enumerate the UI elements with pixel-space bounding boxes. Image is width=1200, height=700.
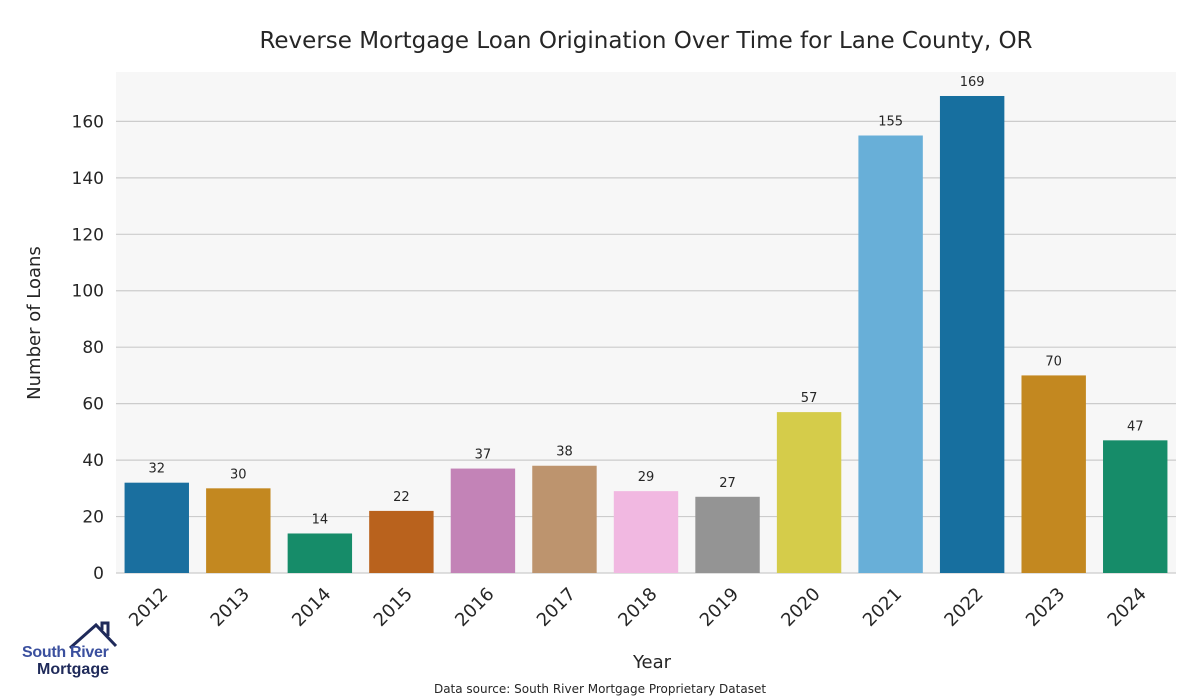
y-tick-label: 120: [72, 225, 104, 245]
x-tick-label: 2018: [614, 584, 661, 631]
data-label: 37: [475, 448, 492, 463]
bar-2024: [1103, 440, 1168, 573]
logo-text-mortgage: Mortgage: [37, 661, 109, 678]
bar-2023: [1021, 375, 1086, 573]
x-tick-label: 2015: [370, 584, 417, 631]
x-tick-label: 2019: [696, 584, 743, 631]
y-axis-label: Number of Loans: [24, 246, 45, 400]
bar-2019: [695, 496, 760, 573]
x-tick-label: 2021: [859, 584, 906, 631]
data-label: 47: [1127, 419, 1144, 434]
y-tick-label: 0: [93, 564, 104, 584]
data-label: 14: [312, 512, 329, 527]
house-roof-icon: [69, 621, 118, 650]
x-tick-label: 2020: [777, 584, 824, 631]
bar-2013: [206, 488, 271, 573]
data-label: 155: [878, 115, 903, 130]
y-tick-label: 60: [82, 395, 104, 415]
y-tick-label: 80: [82, 338, 104, 358]
source-note: Data source: South River Mortgage Propri…: [434, 682, 766, 696]
x-tick-label: 2022: [940, 584, 987, 631]
south-river-mortgage-logo: South River Mortgage: [20, 620, 130, 680]
bar-2016: [450, 468, 516, 573]
x-tick-label: 2014: [288, 584, 335, 631]
y-tick-label: 100: [72, 282, 104, 302]
y-tick-label: 40: [82, 451, 104, 471]
x-tick-label: 2024: [1104, 584, 1151, 631]
bar-2020: [776, 412, 842, 573]
y-tick-label: 140: [72, 169, 104, 189]
data-label: 70: [1045, 354, 1062, 369]
y-tick-label: 20: [82, 508, 104, 528]
data-label: 32: [148, 462, 165, 477]
bar-2022: [939, 95, 1005, 573]
x-tick-label: 2013: [207, 584, 254, 631]
bar-2012: [124, 482, 189, 573]
bar-2015: [369, 510, 434, 573]
bar-2014: [287, 533, 353, 573]
data-label: 27: [719, 476, 736, 491]
x-tick-label: 2012: [125, 584, 172, 631]
data-label: 38: [556, 445, 573, 460]
chart-title: Reverse Mortgage Loan Origination Over T…: [259, 28, 1032, 54]
y-tick-label: 160: [72, 112, 104, 132]
bar-2017: [532, 465, 597, 573]
logo-text-south-river: South River: [22, 644, 109, 661]
x-axis-label: Year: [632, 652, 672, 673]
bar-2021: [858, 135, 923, 573]
x-tick-label: 2016: [451, 584, 498, 631]
data-label: 22: [393, 490, 410, 505]
x-tick-label: 2017: [533, 584, 580, 631]
data-label: 30: [230, 467, 247, 482]
bar-2018: [613, 491, 679, 573]
data-label: 57: [801, 391, 818, 406]
data-label: 29: [638, 470, 655, 485]
x-tick-label: 2023: [1022, 584, 1069, 631]
data-label: 169: [960, 75, 985, 90]
